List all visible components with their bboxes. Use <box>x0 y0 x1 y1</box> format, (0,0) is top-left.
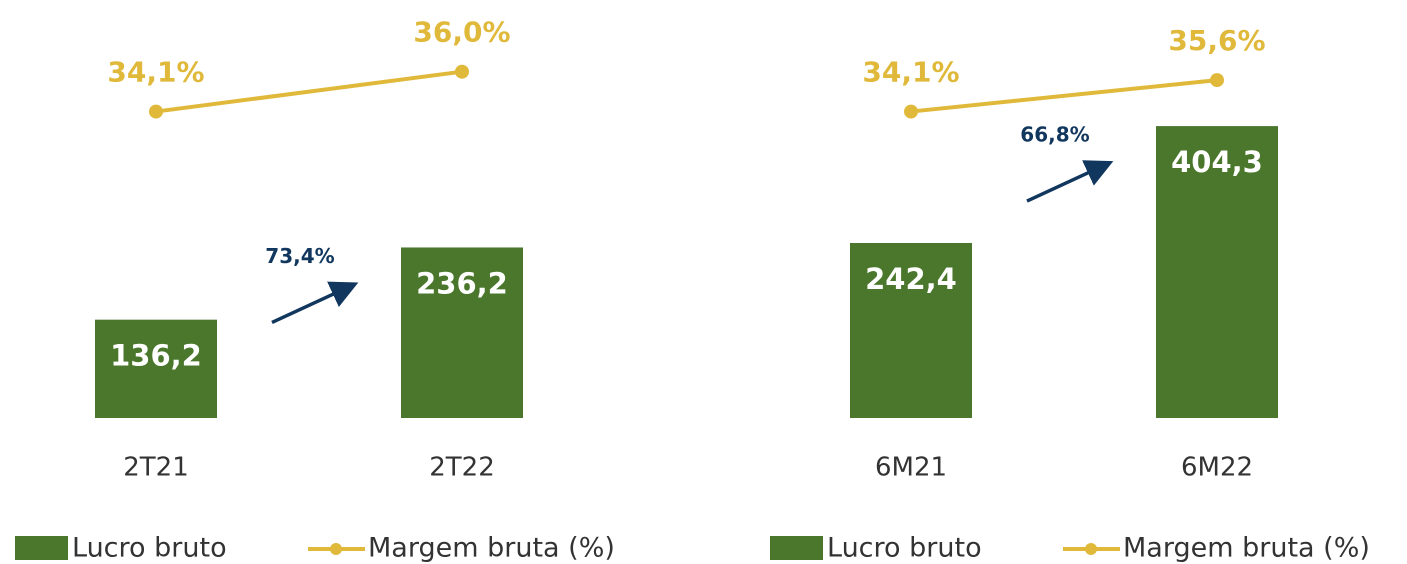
bar <box>95 319 217 418</box>
x-tick-label: 2T22 <box>429 453 495 483</box>
bar <box>1156 126 1278 418</box>
line-point <box>1210 73 1224 88</box>
legend-swatch <box>15 536 68 560</box>
growth-arrow <box>1026 160 1114 203</box>
legend-point <box>1085 543 1097 555</box>
line-point <box>455 64 469 79</box>
line-value-label: 35,6% <box>1168 24 1265 57</box>
legend-label: Margem bruta (%) <box>368 533 615 564</box>
line <box>910 78 1218 114</box>
x-tick-label: 6M21 <box>875 453 947 483</box>
x-tick-label: 6M22 <box>1181 453 1253 483</box>
bar-value-label: 404,3 <box>1171 145 1263 179</box>
bar-value-label: 136,2 <box>110 339 202 373</box>
legend-swatch <box>770 536 823 560</box>
line-value-label: 36,0% <box>413 16 510 49</box>
legend-point <box>330 543 342 555</box>
line-value-label: 34,1% <box>862 56 959 89</box>
growth-label: 73,4% <box>265 244 334 268</box>
growth-label: 66,8% <box>1020 123 1089 147</box>
legend-label: Lucro bruto <box>72 533 227 564</box>
line <box>155 69 463 114</box>
line-value-label: 34,1% <box>107 56 204 89</box>
legend-label: Lucro bruto <box>827 533 982 564</box>
bar <box>401 247 523 418</box>
bar <box>850 242 972 418</box>
growth-arrow <box>271 281 359 325</box>
legend-label: Margem bruta (%) <box>1123 533 1370 564</box>
bar-value-label: 242,4 <box>865 262 957 296</box>
bar-value-label: 236,2 <box>416 266 508 300</box>
line-point <box>904 104 918 119</box>
line-point <box>149 104 163 119</box>
x-tick-label: 2T21 <box>123 453 189 483</box>
